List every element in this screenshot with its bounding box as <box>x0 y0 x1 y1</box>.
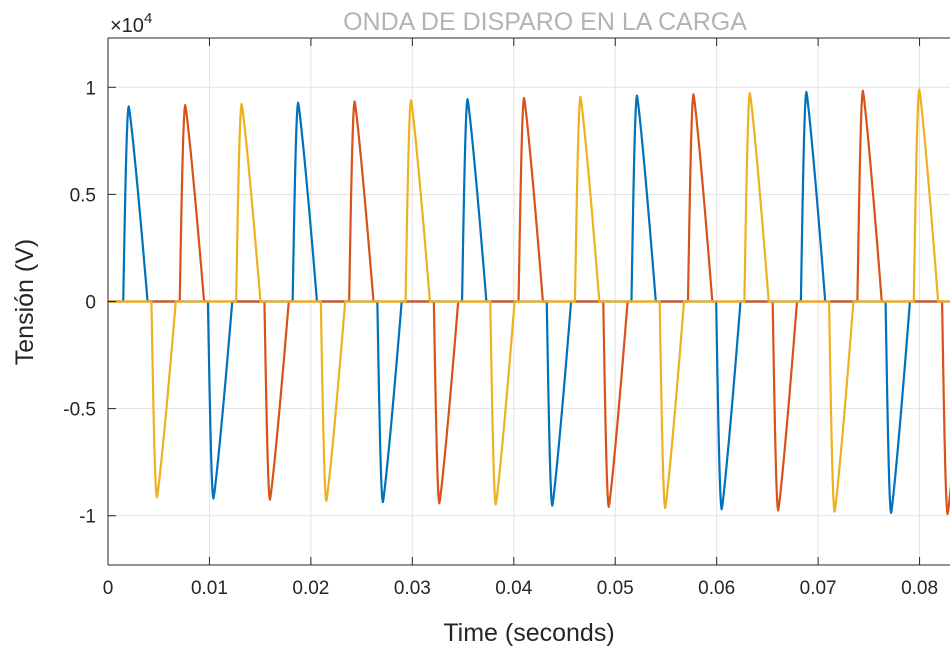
x-tick-label: 0.04 <box>495 578 532 599</box>
y-axis-label: Tensión (V) <box>11 239 39 365</box>
x-tick-label: 0.03 <box>394 578 431 599</box>
x-tick-label: 0.06 <box>698 578 735 599</box>
y-tick-label: 1 <box>85 78 96 99</box>
x-tick-label: 0.08 <box>901 578 938 599</box>
y-tick-label: -1 <box>79 507 96 528</box>
ticks <box>107 38 921 565</box>
y-multiplier-exponent: 4 <box>144 10 152 27</box>
x-tick-label: 0.01 <box>191 578 228 599</box>
series-line-3 <box>108 88 950 513</box>
series-layer <box>108 88 950 516</box>
x-tick-label: 0.05 <box>597 578 634 599</box>
y-tick-label: 0 <box>85 293 96 314</box>
tick-labels: 0 0.01 0.02 0.03 0.04 0.05 0.06 0.07 0.08 -1 -0.5 0… <box>63 78 938 599</box>
x-axis-label: Time (seconds) <box>443 619 614 647</box>
y-tick-label: -0.5 <box>63 400 96 421</box>
x-tick-label: 0.07 <box>800 578 837 599</box>
y-tick-label: 0.5 <box>70 185 96 206</box>
x-tick-label: 0 <box>103 578 114 599</box>
y-multiplier-base: ×10 <box>110 15 144 37</box>
chart-title: ONDA DE DISPARO EN LA CARGA <box>343 8 747 36</box>
y-multiplier: ×104 <box>110 10 152 37</box>
x-tick-label: 0.02 <box>292 578 329 599</box>
